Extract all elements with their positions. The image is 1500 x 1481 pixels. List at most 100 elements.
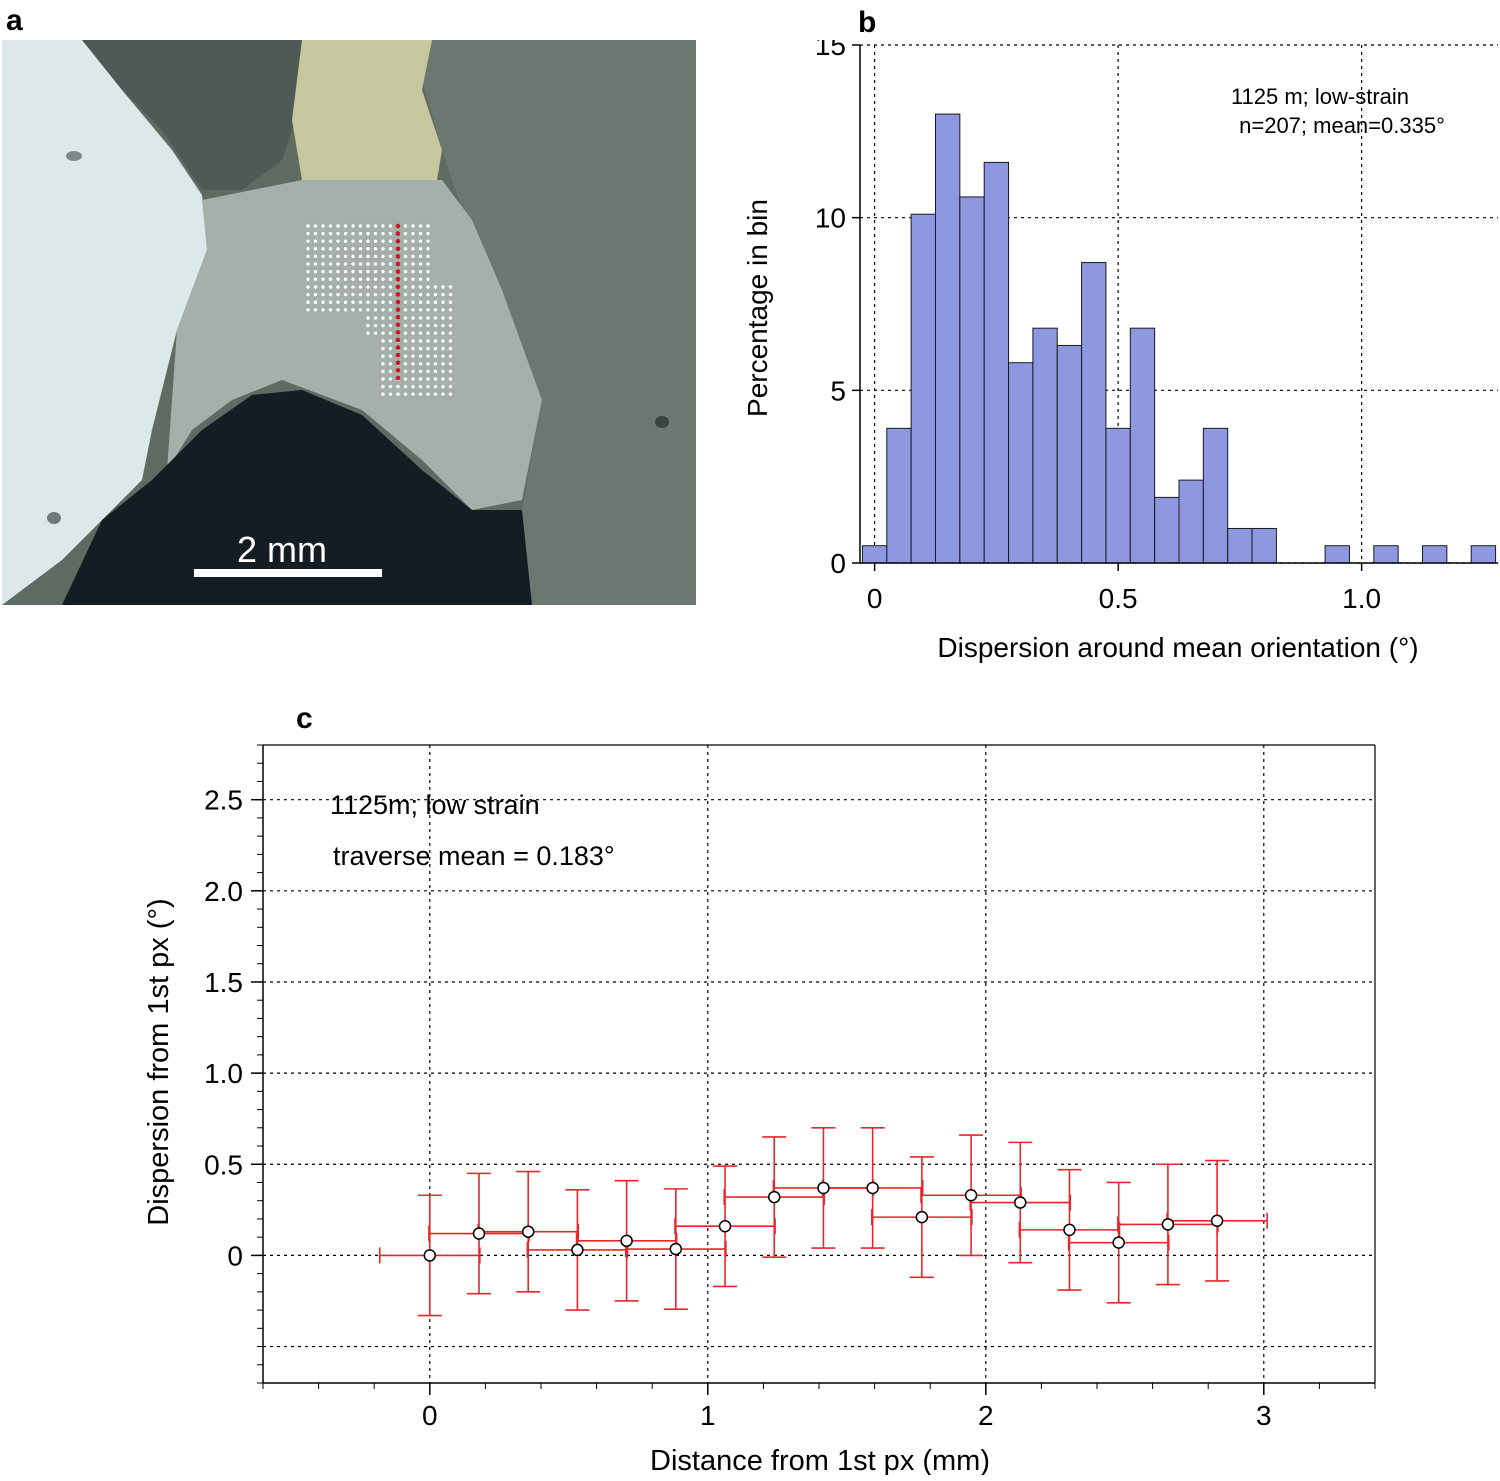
data-point [866,1181,879,1195]
grid-dot [365,238,371,244]
grid-dot [418,361,423,367]
data-point [423,1249,437,1262]
grid-dot [343,223,348,229]
grid-dot [365,231,371,236]
grid-dot [313,246,318,252]
grid-dot [373,315,378,321]
grid-dot [320,223,326,229]
grid-dot [410,307,416,313]
traverse-dot [395,254,401,259]
data-point [718,1219,732,1233]
grid-dot [320,307,326,313]
grid-dot [313,307,318,313]
grid-dot [313,261,318,267]
data-point [1210,1214,1224,1228]
grid-dot [320,231,326,236]
grid-dot [365,284,371,290]
grid-dot [350,223,356,229]
scale-bar [194,569,382,577]
grid-dot [410,384,416,389]
grid-dot [358,231,363,236]
traverse-dot [395,238,401,244]
grain-dark-top [82,40,302,190]
grid-dot [403,323,408,328]
grid-dot [313,223,318,229]
grid-dot [440,353,446,359]
histogram-chart: 0 5 10 15 0 0.5 1.0 1125 m; low-strain n=207; … [742,40,1498,663]
grid-dot [403,369,408,374]
grid-dot [313,269,318,274]
histogram-bar [1470,545,1497,564]
traverse-dot [395,307,401,312]
grid-dot [373,299,378,305]
grid-dot [388,254,393,259]
data-point [817,1181,830,1195]
grid-dot [335,238,341,244]
grid-dot [343,292,348,297]
grid-dot [425,369,431,374]
grid-dot [373,330,378,336]
grid-dot [440,384,446,389]
grid-dot [410,353,416,359]
grid-dot [388,223,393,229]
data-point [1161,1218,1175,1231]
grid-dot [335,299,341,305]
grid-dot [395,391,401,397]
grid-dot [305,246,311,252]
grid-dot [448,284,453,290]
grid-dot [410,299,416,305]
grid-dot [403,330,408,336]
grid-dot [410,346,416,351]
grid-dot [335,269,341,274]
grid-dot [320,261,326,267]
grid-dot [313,276,318,282]
grid-dot [418,369,423,374]
grid-dot [440,330,446,336]
grid-dot [358,246,363,252]
grid-dot [403,299,408,305]
grain-yellow [292,40,442,180]
grid-dot [365,261,371,267]
traverse-chart: 0 0.5 1.0 1.5 2.0 2.5 0 1 2 3 1125m; low strain t… [143,744,1376,1475]
grid-dot [410,315,416,321]
histogram-bar [1056,344,1083,564]
grid-dot [433,391,438,397]
grid-dot [365,330,371,336]
grid-dot [433,284,438,290]
grid-dot [380,391,386,397]
data-point [620,1234,633,1248]
grid-dot [358,269,363,274]
grid-dot [440,307,446,313]
histogram-bar [1154,496,1180,564]
x-tick-label: 1 [700,1400,716,1431]
grid-dot [448,369,453,374]
grid-dot [448,307,453,313]
grid-dot [305,223,311,229]
histogram-bar [934,113,961,564]
data-point [1014,1196,1027,1209]
grid-dot [425,276,431,282]
grid-dot [403,231,408,236]
histogram-bar [1202,427,1229,564]
grid-dot [410,323,416,328]
grid-dot [448,315,453,321]
grid-dot [305,307,311,313]
y-tick-label: 0 [227,1240,243,1271]
grid-dot [410,231,416,236]
grid-dot [448,353,453,359]
grid-dot [448,292,453,297]
grid-dot [335,307,341,313]
grid-dot [388,292,393,297]
grid-dot [410,269,416,274]
histogram-bar [1251,527,1277,564]
grid-dot [418,315,423,321]
grid-dot [320,254,326,259]
grid-dot [305,261,311,267]
x-tick-label: 1.0 [1342,583,1381,614]
grid-dot [425,384,431,389]
grid-dot [358,299,363,305]
grid-dot [403,384,408,389]
grid-dot [403,246,408,252]
histogram-bar [1129,327,1156,564]
grid-dot [410,391,416,397]
